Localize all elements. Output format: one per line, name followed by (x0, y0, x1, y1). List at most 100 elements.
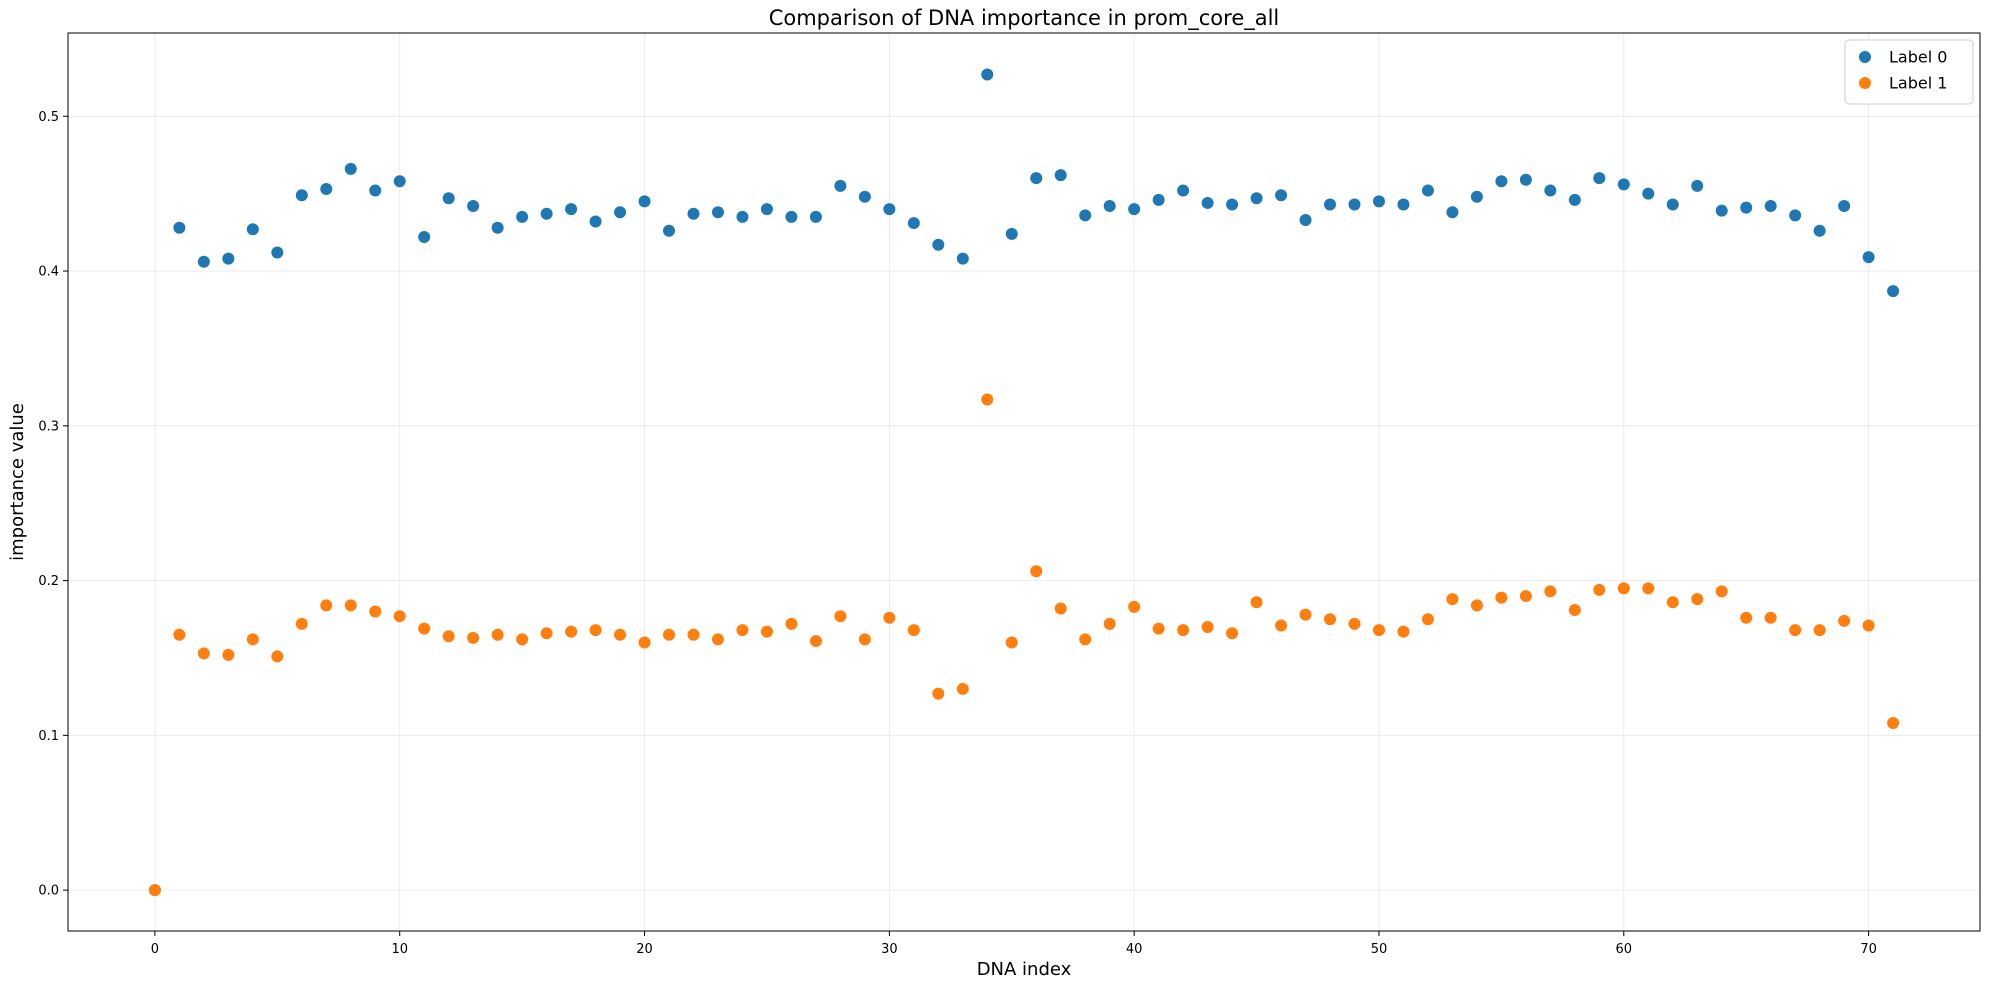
point-label-1-36 (1030, 565, 1043, 578)
y-tick-label: 0.1 (38, 729, 59, 744)
point-label-1-13 (467, 631, 480, 644)
point-label-0-70 (1862, 251, 1875, 264)
y-tick-label: 0.0 (38, 884, 59, 899)
point-label-0-58 (1568, 193, 1581, 206)
legend-label: Label 1 (1889, 74, 1947, 93)
point-label-0-9 (369, 184, 382, 197)
point-label-0-52 (1421, 184, 1434, 197)
point-label-1-64 (1715, 585, 1728, 598)
point-label-0-57 (1544, 184, 1557, 197)
point-label-0-43 (1201, 196, 1214, 209)
point-label-0-27 (809, 210, 822, 223)
legend-label: Label 0 (1889, 48, 1947, 67)
point-label-1-4 (246, 633, 259, 646)
point-label-1-27 (809, 634, 822, 647)
point-label-0-41 (1152, 193, 1165, 206)
point-label-1-58 (1568, 603, 1581, 616)
point-label-0-8 (344, 162, 357, 175)
point-label-1-9 (369, 605, 382, 618)
point-label-1-12 (442, 630, 455, 643)
point-label-0-37 (1054, 169, 1067, 182)
point-label-1-32 (932, 687, 945, 700)
point-label-0-23 (711, 206, 724, 219)
point-label-0-6 (295, 189, 308, 202)
point-label-1-45 (1250, 596, 1263, 609)
point-label-0-21 (663, 224, 676, 237)
point-label-1-54 (1470, 599, 1483, 612)
point-label-1-35 (1005, 636, 1018, 649)
point-label-1-55 (1495, 591, 1508, 604)
point-label-0-14 (491, 221, 504, 234)
point-label-1-17 (565, 625, 578, 638)
point-label-0-36 (1030, 172, 1043, 185)
point-label-0-17 (565, 203, 578, 216)
point-label-1-0 (148, 884, 161, 897)
point-label-1-44 (1226, 627, 1239, 640)
point-label-1-21 (663, 628, 676, 641)
legend: Label 0 Label 1 (1844, 39, 1974, 105)
point-label-1-11 (418, 622, 431, 635)
y-tick-label: 0.5 (38, 110, 59, 125)
point-label-0-67 (1789, 209, 1802, 222)
point-label-0-2 (197, 255, 210, 268)
chart-title: Comparison of DNA importance in prom_cor… (769, 6, 1280, 31)
x-tick-label: 30 (881, 942, 898, 957)
point-label-0-62 (1666, 198, 1679, 211)
point-label-0-50 (1372, 195, 1385, 208)
point-label-0-47 (1299, 213, 1312, 226)
x-tick-label: 70 (1860, 942, 1877, 957)
point-label-1-71 (1887, 716, 1900, 729)
legend-marker (1859, 77, 1871, 89)
point-label-0-42 (1177, 184, 1190, 197)
point-label-0-12 (442, 192, 455, 205)
point-label-1-47 (1299, 608, 1312, 621)
point-label-1-38 (1079, 633, 1092, 646)
x-tick-label: 60 (1616, 942, 1633, 957)
point-label-1-63 (1691, 593, 1704, 606)
point-label-0-18 (589, 215, 602, 228)
point-label-1-19 (614, 628, 627, 641)
x-tick-label: 20 (636, 942, 653, 957)
point-label-1-20 (638, 636, 651, 649)
point-label-0-63 (1691, 179, 1704, 192)
point-label-0-19 (614, 206, 627, 219)
point-label-1-29 (858, 633, 871, 646)
point-label-0-34 (981, 68, 994, 81)
point-label-1-62 (1666, 596, 1679, 609)
legend-box (1844, 39, 1974, 105)
point-label-0-56 (1519, 173, 1532, 186)
point-label-0-1 (173, 221, 186, 234)
point-label-0-53 (1446, 206, 1459, 219)
point-label-1-6 (295, 617, 308, 630)
point-label-0-32 (932, 238, 945, 251)
point-label-1-68 (1813, 624, 1826, 637)
point-label-0-11 (418, 230, 431, 243)
x-tick-label: 50 (1371, 942, 1388, 957)
point-label-1-69 (1838, 614, 1851, 627)
point-label-1-33 (956, 682, 969, 695)
point-label-0-29 (858, 190, 871, 203)
point-label-1-10 (393, 610, 406, 623)
point-label-1-52 (1421, 613, 1434, 626)
point-label-0-45 (1250, 192, 1263, 205)
point-label-1-51 (1397, 625, 1410, 638)
point-label-0-10 (393, 175, 406, 188)
legend-marker (1859, 51, 1871, 63)
point-label-0-71 (1887, 285, 1900, 298)
point-label-1-41 (1152, 622, 1165, 635)
point-label-0-33 (956, 252, 969, 265)
point-label-1-22 (687, 628, 700, 641)
point-label-0-26 (785, 210, 798, 223)
point-label-1-14 (491, 628, 504, 641)
point-label-1-34 (981, 393, 994, 406)
data-points (148, 68, 1900, 897)
point-label-1-5 (271, 650, 284, 663)
point-label-0-31 (907, 217, 920, 230)
point-label-0-48 (1324, 198, 1337, 211)
point-label-0-46 (1275, 189, 1288, 202)
point-label-0-38 (1079, 209, 1092, 222)
point-label-1-16 (540, 627, 553, 640)
point-label-1-70 (1862, 619, 1875, 632)
point-label-0-44 (1226, 198, 1239, 211)
